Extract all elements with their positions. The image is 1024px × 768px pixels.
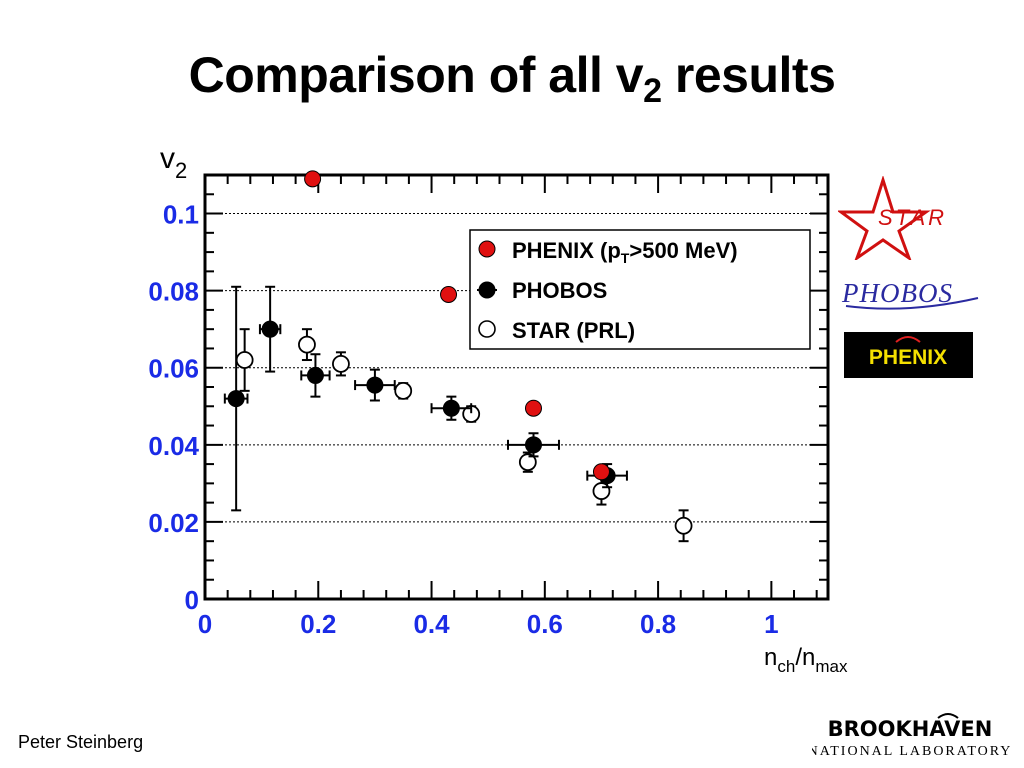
y-tick-label: 0.04: [148, 431, 199, 461]
star-points: [235, 328, 693, 543]
legend: PHENIX (pT>500 MeV) PHOBOS STAR (PRL): [469, 229, 811, 350]
star-point: [674, 516, 693, 535]
legend-label-star: STAR (PRL): [512, 318, 635, 343]
phobos-points: [223, 285, 628, 512]
legend-phenix-sub: T: [621, 250, 630, 266]
phenix-point: [524, 399, 542, 417]
phenix-logo: PHENIX: [844, 332, 973, 378]
star-point: [235, 351, 254, 369]
phobos-point: [366, 376, 384, 394]
star-point: [394, 381, 413, 400]
x-tick-label: 0: [198, 609, 212, 639]
legend-label-phenix: PHENIX (pT>500 MeV): [512, 238, 738, 266]
legend-phenix-tail: >500 MeV): [629, 238, 737, 263]
y-tick-label: 0.02: [148, 508, 199, 538]
phobos-point: [524, 436, 542, 454]
y-axis-label: v2: [160, 142, 187, 183]
title-main: Comparison of all v: [188, 47, 644, 103]
brookhaven-logo: BROOKHAVEN NATIONAL LABORATORY: [812, 713, 1012, 759]
x-axis-label: nch/nmax: [764, 644, 848, 676]
brookhaven-logo-line2: NATIONAL LABORATORY: [812, 744, 1012, 759]
x-axis-label-mid: /n: [795, 644, 815, 671]
legend-phenix-main: PHENIX (p: [512, 238, 621, 263]
star-point: [518, 453, 537, 472]
phenix-point: [592, 463, 610, 481]
phobos-logo-text: PHOBOS: [841, 278, 953, 308]
axis-ticks: [204, 174, 828, 600]
data-points: [223, 170, 693, 543]
phobos-point: [261, 320, 279, 338]
star-logo-text: STAR: [878, 205, 947, 230]
y-tick-label: 0.08: [148, 277, 199, 307]
x-axis-label-main: n: [764, 644, 777, 671]
legend-marker-phenix: [478, 240, 496, 258]
star-point: [332, 354, 350, 373]
phobos-logo-swoosh: [845, 297, 979, 310]
y-tick-label: 0: [185, 585, 199, 615]
y-axis-label-sub: 2: [175, 158, 187, 183]
star-point: [298, 335, 316, 354]
author-name: Peter Steinberg: [18, 732, 144, 752]
y-axis-label-main: v: [160, 142, 175, 175]
phenix-points: [304, 170, 610, 481]
axis-tick-labels: 0 0.02 0.04 0.06 0.08 0.1 0 0.2 0.4 0.6 0.8 1: [148, 200, 778, 639]
legend-label-phobos: PHOBOS: [512, 278, 607, 303]
title-subscript: 2: [643, 72, 662, 110]
x-axis-label-sub1: ch: [777, 657, 795, 676]
title-tail: results: [661, 47, 836, 103]
legend-marker-star: [478, 320, 496, 338]
phenix-point: [440, 285, 458, 303]
x-tick-label: 0.2: [300, 609, 336, 639]
x-axis-label-sub2: max: [815, 657, 848, 676]
x-tick-label: 0.6: [527, 609, 563, 639]
slide-title: Comparison of all v2 results: [0, 46, 1024, 111]
brookhaven-logo-line1: BROOKHAVEN: [828, 717, 993, 741]
phobos-point: [442, 399, 460, 417]
legend-box: [469, 229, 811, 350]
star-logo-icon: [838, 176, 931, 260]
phenix-logo-wing-icon: [895, 336, 921, 343]
phobos-point: [306, 366, 324, 384]
y-tick-label: 0.1: [163, 200, 199, 230]
brookhaven-logo-arc-icon: [937, 713, 959, 719]
phobos-logo: PHOBOS: [841, 278, 979, 310]
phenix-logo-text: PHENIX: [869, 346, 947, 369]
x-tick-label: 0.4: [413, 609, 450, 639]
y-tick-label: 0.06: [148, 354, 199, 384]
phobos-point: [227, 390, 245, 408]
star-logo: STAR: [838, 176, 947, 260]
x-tick-label: 1: [764, 609, 778, 639]
x-tick-label: 0.8: [640, 609, 676, 639]
phenix-point: [304, 170, 322, 188]
